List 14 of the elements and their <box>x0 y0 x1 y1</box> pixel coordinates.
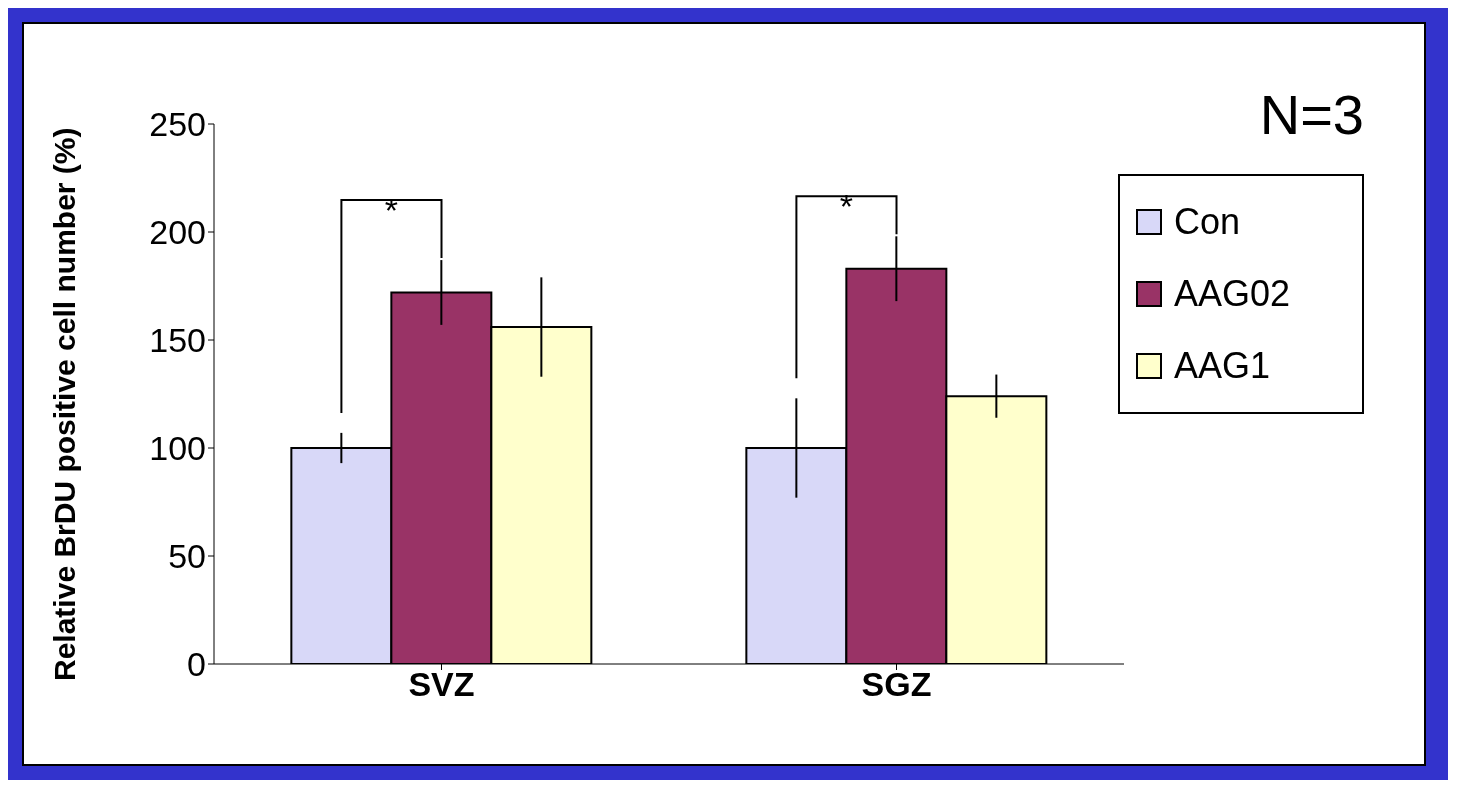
legend-label: AAG1 <box>1174 345 1271 387</box>
y-tick-label: 150 <box>149 321 206 360</box>
y-tick-label: 200 <box>149 213 206 252</box>
legend-label: AAG02 <box>1174 273 1291 315</box>
y-tick-label: 250 <box>149 105 206 144</box>
annotation: * <box>839 187 854 226</box>
y-tick-label: 50 <box>168 537 206 576</box>
x-tick-label: SGZ <box>861 665 932 704</box>
legend-label: Con <box>1174 201 1241 243</box>
x-tick-label: SVZ <box>408 665 475 704</box>
text: N=3 <box>1259 83 1364 146</box>
y-axis-title: Relative BrDU positive cell number (%) <box>47 126 82 683</box>
y-tick-label: 100 <box>149 429 206 468</box>
y-tick-label: 0 <box>187 645 206 684</box>
